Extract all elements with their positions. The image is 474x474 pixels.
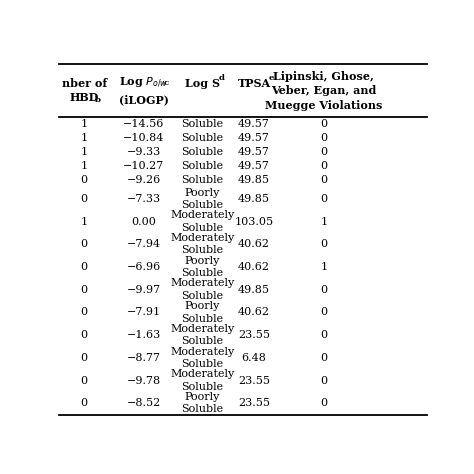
- Text: nber of
HBD: nber of HBD: [62, 78, 107, 103]
- Text: 49.85: 49.85: [238, 175, 270, 185]
- Text: Moderately
Soluble: Moderately Soluble: [170, 279, 235, 301]
- Text: Poorly
Soluble: Poorly Soluble: [182, 256, 224, 278]
- Text: 1: 1: [81, 133, 88, 143]
- Text: 0.00: 0.00: [131, 217, 156, 227]
- Text: 1: 1: [81, 119, 88, 129]
- Text: 23.55: 23.55: [238, 375, 270, 385]
- Text: Moderately
Soluble: Moderately Soluble: [170, 210, 235, 233]
- Text: 0: 0: [81, 353, 88, 363]
- Text: 49.85: 49.85: [238, 194, 270, 204]
- Text: 0: 0: [320, 119, 328, 129]
- Text: Log $P_{o/w}$
(iLOGP): Log $P_{o/w}$ (iLOGP): [119, 76, 169, 105]
- Text: −9.97: −9.97: [127, 285, 161, 295]
- Text: −1.63: −1.63: [127, 330, 161, 340]
- Text: 49.85: 49.85: [238, 285, 270, 295]
- Text: Poorly
Soluble: Poorly Soluble: [182, 188, 224, 210]
- Text: Moderately
Soluble: Moderately Soluble: [170, 346, 235, 369]
- Text: 0: 0: [81, 375, 88, 385]
- Text: −10.84: −10.84: [123, 133, 164, 143]
- Text: 0: 0: [320, 330, 328, 340]
- Text: 1: 1: [81, 147, 88, 157]
- Text: Moderately
Soluble: Moderately Soluble: [170, 233, 235, 255]
- Text: 0: 0: [320, 133, 328, 143]
- Text: TPSA: TPSA: [237, 78, 271, 89]
- Text: 103.05: 103.05: [234, 217, 273, 227]
- Text: 0: 0: [320, 285, 328, 295]
- Text: −14.56: −14.56: [123, 119, 164, 129]
- Text: 0: 0: [81, 175, 88, 185]
- Text: Log S: Log S: [185, 78, 220, 89]
- Text: 40.62: 40.62: [238, 239, 270, 249]
- Text: e: e: [269, 74, 274, 82]
- Text: b: b: [94, 96, 100, 104]
- Text: 0: 0: [320, 375, 328, 385]
- Text: Soluble: Soluble: [182, 133, 224, 143]
- Text: 0: 0: [320, 239, 328, 249]
- Text: Poorly
Soluble: Poorly Soluble: [182, 392, 224, 414]
- Text: −8.77: −8.77: [127, 353, 161, 363]
- Text: 0: 0: [81, 307, 88, 318]
- Text: −9.78: −9.78: [127, 375, 161, 385]
- Text: 40.62: 40.62: [238, 307, 270, 318]
- Text: −7.94: −7.94: [127, 239, 161, 249]
- Text: 49.57: 49.57: [238, 161, 270, 172]
- Text: 0: 0: [320, 398, 328, 408]
- Text: −9.33: −9.33: [127, 147, 161, 157]
- Text: 40.62: 40.62: [238, 262, 270, 272]
- Text: −6.96: −6.96: [127, 262, 161, 272]
- Text: 0: 0: [320, 161, 328, 172]
- Text: −10.27: −10.27: [123, 161, 164, 172]
- Text: 0: 0: [81, 194, 88, 204]
- Text: Soluble: Soluble: [182, 161, 224, 172]
- Text: d: d: [219, 74, 225, 82]
- Text: 0: 0: [320, 353, 328, 363]
- Text: 6.48: 6.48: [242, 353, 266, 363]
- Text: 23.55: 23.55: [238, 398, 270, 408]
- Text: Soluble: Soluble: [182, 175, 224, 185]
- Text: 1: 1: [81, 217, 88, 227]
- Text: 0: 0: [81, 239, 88, 249]
- Text: Poorly
Soluble: Poorly Soluble: [182, 301, 224, 324]
- Text: 0: 0: [81, 262, 88, 272]
- Text: −7.33: −7.33: [127, 194, 161, 204]
- Text: 49.57: 49.57: [238, 119, 270, 129]
- Text: 49.57: 49.57: [238, 133, 270, 143]
- Text: 1: 1: [320, 217, 328, 227]
- Text: Lipinski, Ghose,
Veber, Egan, and
Muegge Violations: Lipinski, Ghose, Veber, Egan, and Muegge…: [265, 71, 383, 111]
- Text: 1: 1: [81, 161, 88, 172]
- Text: 49.57: 49.57: [238, 147, 270, 157]
- Text: 0: 0: [320, 175, 328, 185]
- Text: Moderately
Soluble: Moderately Soluble: [170, 369, 235, 392]
- Text: c: c: [164, 79, 169, 87]
- Text: 0: 0: [320, 147, 328, 157]
- Text: −8.52: −8.52: [127, 398, 161, 408]
- Text: −9.26: −9.26: [127, 175, 161, 185]
- Text: 0: 0: [81, 330, 88, 340]
- Text: −7.91: −7.91: [127, 307, 161, 318]
- Text: 0: 0: [81, 285, 88, 295]
- Text: Soluble: Soluble: [182, 147, 224, 157]
- Text: 0: 0: [81, 398, 88, 408]
- Text: 23.55: 23.55: [238, 330, 270, 340]
- Text: 0: 0: [320, 307, 328, 318]
- Text: 0: 0: [320, 194, 328, 204]
- Text: Moderately
Soluble: Moderately Soluble: [170, 324, 235, 346]
- Text: 1: 1: [320, 262, 328, 272]
- Text: Soluble: Soluble: [182, 119, 224, 129]
